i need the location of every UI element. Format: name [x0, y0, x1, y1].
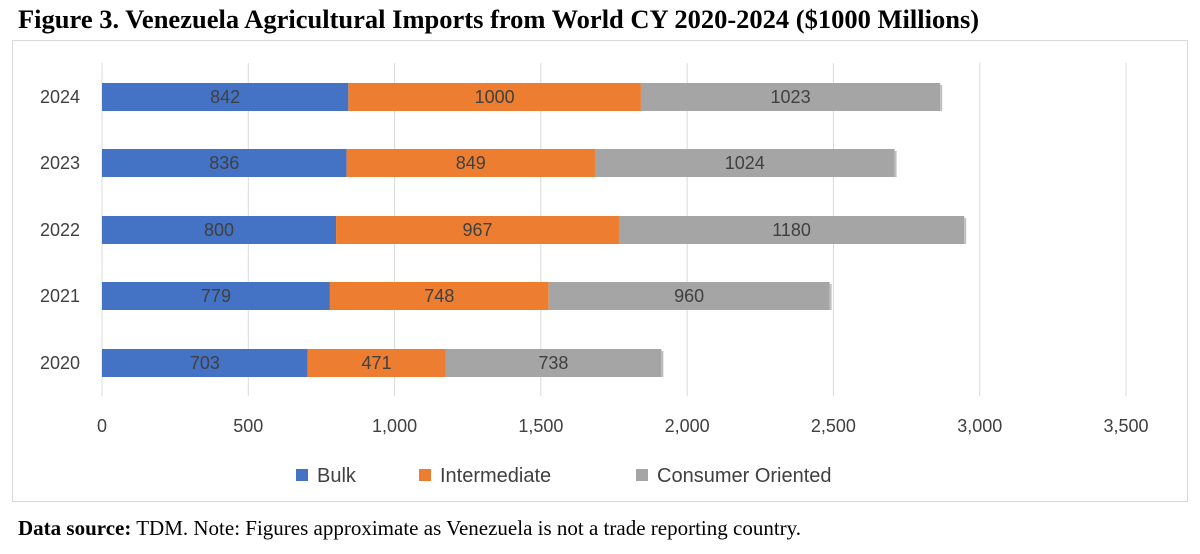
chart-title: Figure 3. Venezuela Agricultural Imports… [18, 4, 980, 34]
y-category-label: 2020 [40, 353, 80, 373]
data-label: 800 [204, 220, 234, 240]
bar-segment-consumer-oriented [640, 83, 941, 111]
y-category-label: 2021 [40, 286, 80, 306]
legend-swatch [636, 469, 648, 481]
data-source-label: Data source: [18, 516, 132, 540]
bar-segment-bulk [102, 282, 330, 310]
bar-segment-intermediate [307, 349, 446, 377]
data-label: 748 [424, 286, 454, 306]
x-tick-label: 2,500 [811, 416, 856, 436]
data-label: 1180 [772, 220, 811, 240]
bar-segment-intermediate [346, 149, 595, 177]
data-label: 849 [456, 153, 486, 173]
bar-segment-bulk [102, 349, 308, 377]
bar-segment-consumer-oriented [548, 282, 830, 310]
x-tick-label: 0 [97, 416, 107, 436]
data-label: 1000 [475, 87, 515, 107]
bar-segment-intermediate [348, 83, 641, 111]
data-label: 1023 [771, 87, 811, 107]
bar-segment-intermediate [336, 216, 619, 244]
legend-label: Consumer Oriented [657, 465, 832, 487]
data-label: 967 [462, 220, 492, 240]
x-tick-label: 1,500 [518, 416, 563, 436]
data-source-text: TDM. Note: Figures approximate as Venezu… [131, 516, 802, 540]
bar-segment-consumer-oriented [594, 149, 895, 177]
chart-frame [12, 40, 1188, 502]
bar-segment-intermediate [329, 282, 549, 310]
y-category-label: 2024 [40, 87, 80, 107]
data-label: 1024 [725, 153, 765, 173]
y-category-label: 2022 [40, 220, 80, 240]
data-label: 836 [209, 153, 239, 173]
bar-segment-consumer-oriented [618, 216, 965, 244]
data-label: 738 [538, 353, 568, 373]
bar-segment-bulk [102, 216, 337, 244]
x-tick-label: 1,000 [372, 416, 417, 436]
legend-swatch [419, 469, 431, 481]
data-label: 842 [210, 87, 240, 107]
data-label: 703 [190, 353, 220, 373]
bar-segment-consumer-oriented [445, 349, 662, 377]
legend-label: Intermediate [440, 465, 551, 487]
bar-segment-bulk [102, 83, 349, 111]
x-tick-label: 500 [233, 416, 263, 436]
data-label: 960 [674, 286, 704, 306]
data-label: 779 [201, 286, 231, 306]
y-category-label: 2023 [40, 153, 80, 173]
bar-segment-bulk [102, 149, 347, 177]
x-tick-label: 3,500 [1103, 416, 1148, 436]
x-tick-label: 3,000 [957, 416, 1002, 436]
legend-label: Bulk [317, 465, 357, 487]
x-tick-label: 2,000 [665, 416, 710, 436]
data-label: 471 [362, 353, 392, 373]
legend-swatch [296, 469, 308, 481]
data-source-note: Data source: TDM. Note: Figures approxim… [18, 516, 801, 541]
